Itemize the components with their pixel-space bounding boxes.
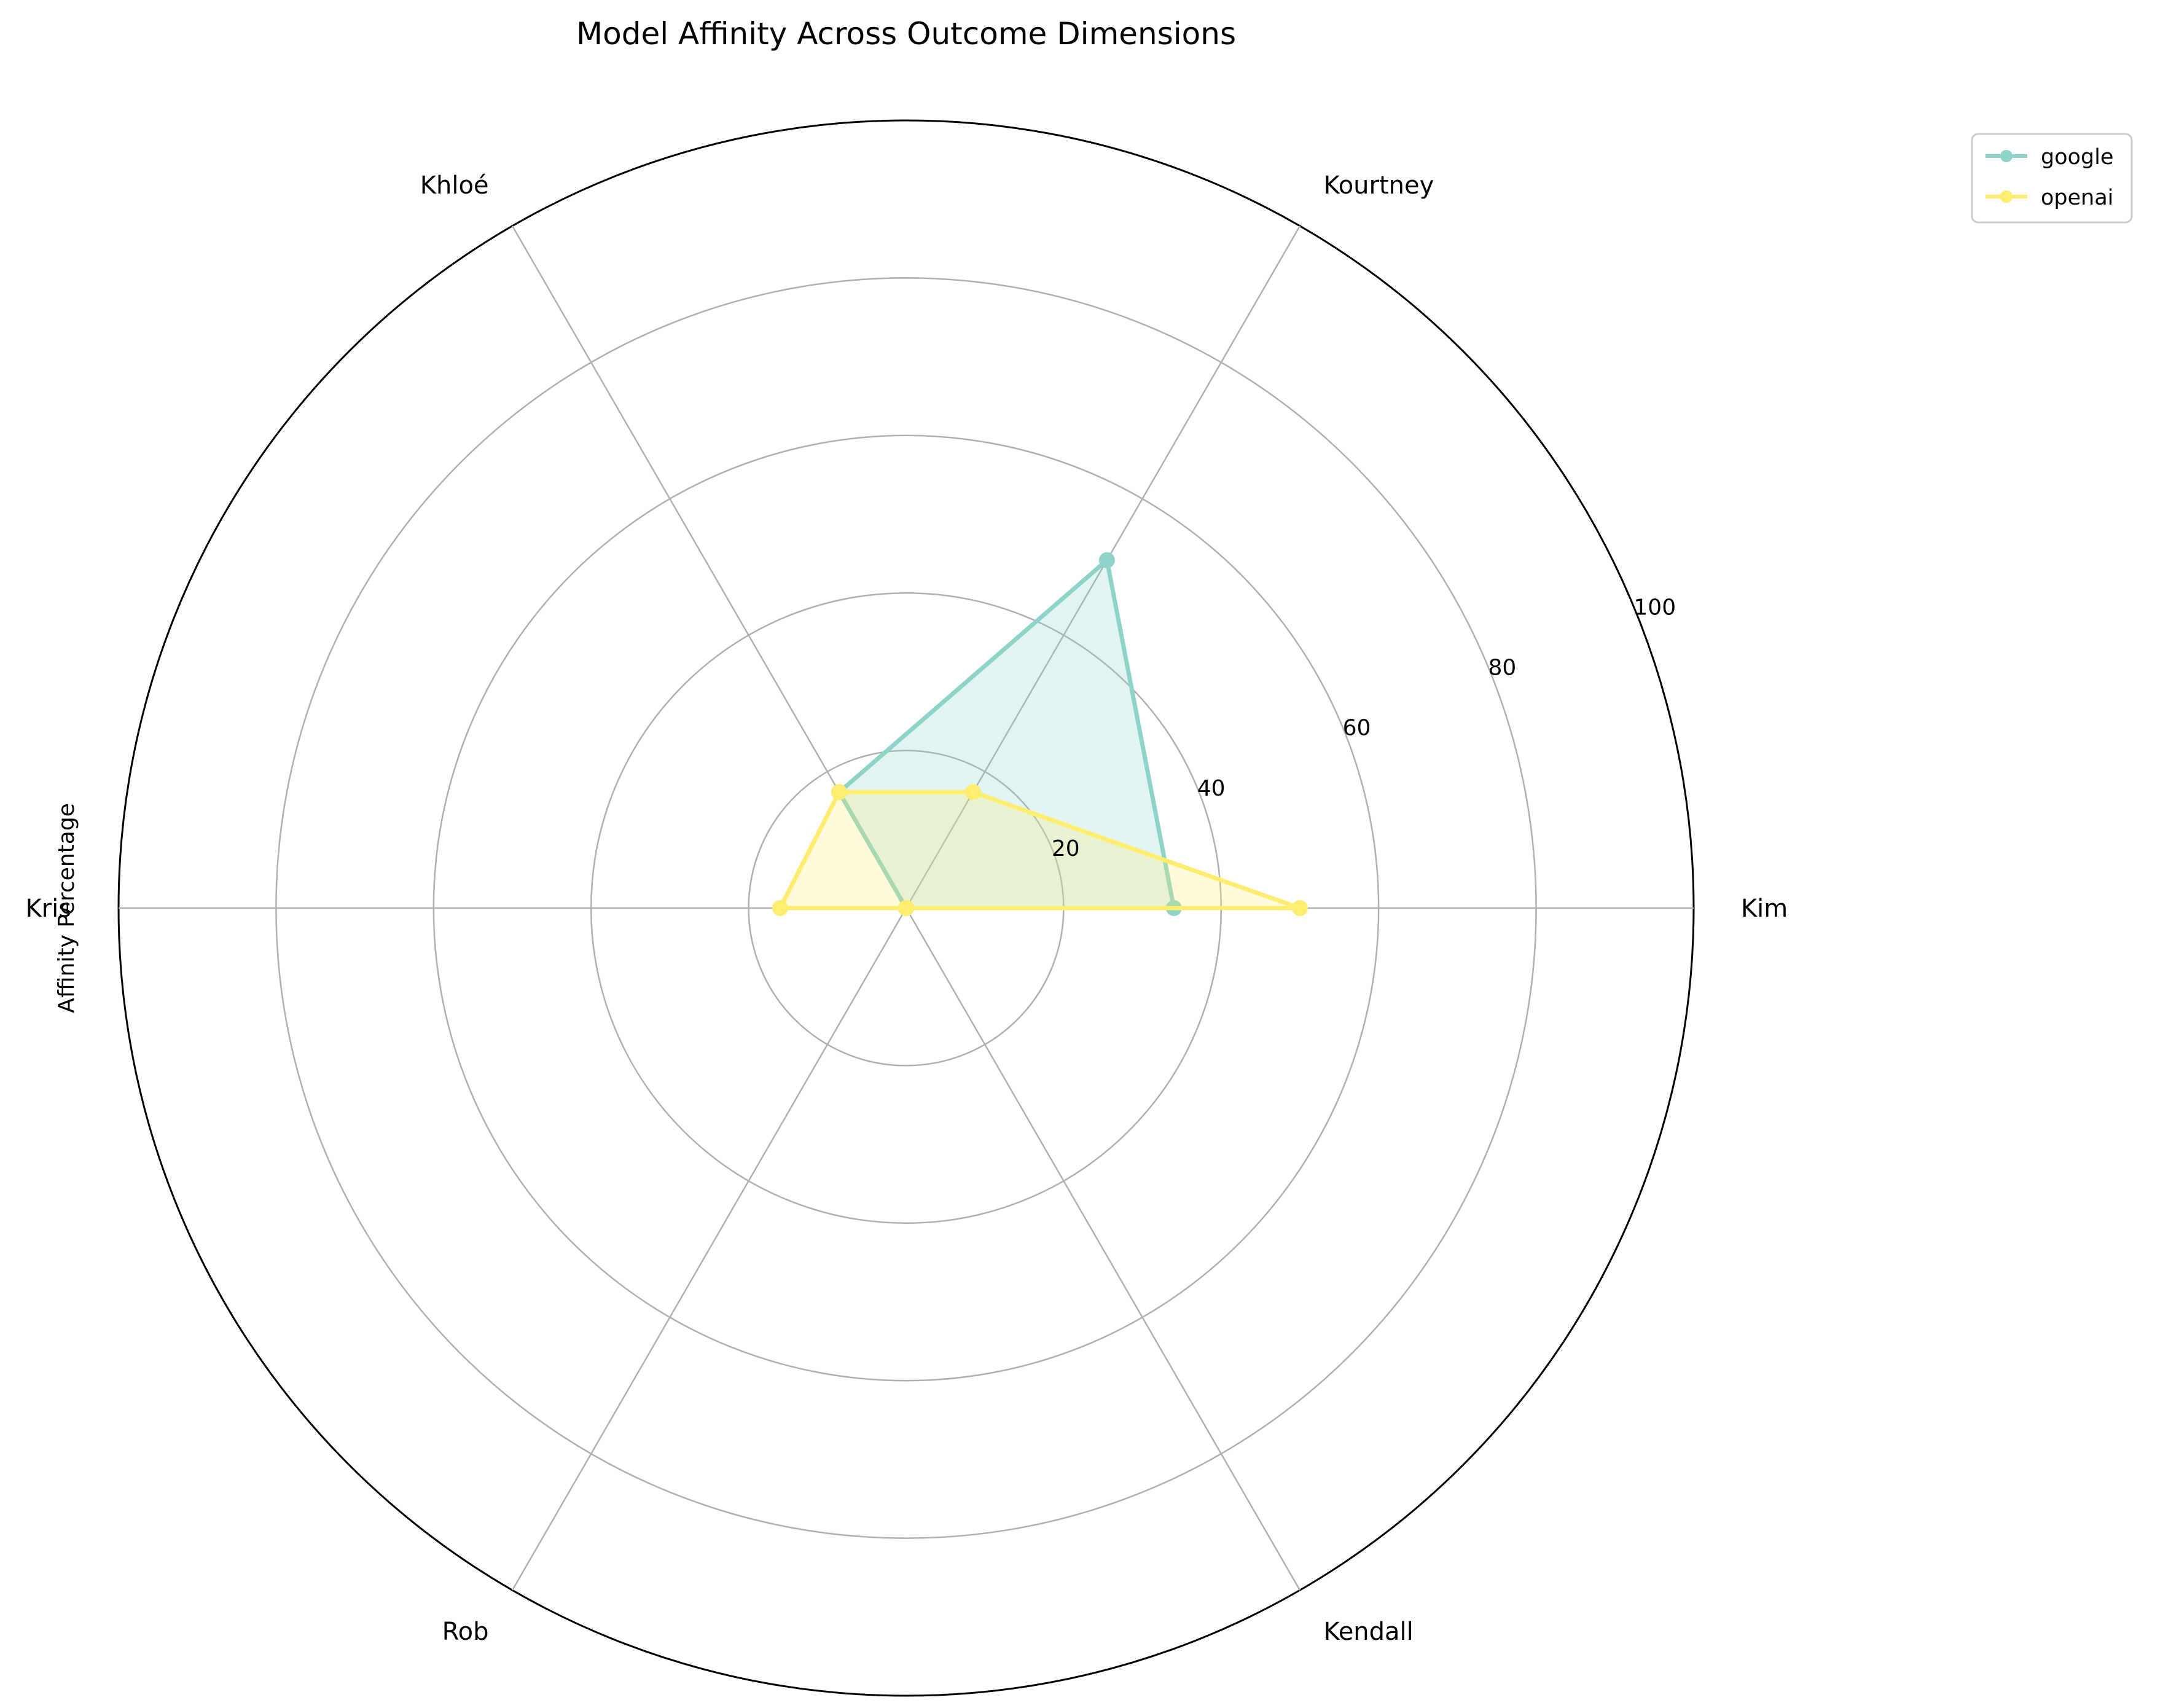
category-labels: Kim Kourtney Khloé Kris Rob Kendall [25,171,1788,1646]
radial-tick-label: 80 [1488,656,1517,681]
radial-tick-label: 40 [1197,776,1226,801]
data-point-openai [831,784,848,801]
data-point-openai [1292,900,1308,916]
category-label: Kendall [1323,1618,1413,1646]
radial-tick-label: 20 [1052,836,1080,861]
legend-label-google: google [2041,145,2114,170]
category-label: Kim [1741,895,1788,923]
data-point-openai [898,900,914,916]
data-point-openai [964,784,981,801]
y-axis-label: Affinity Percentage [54,803,79,1013]
category-label: Rob [442,1618,489,1646]
series-line-openai [778,789,1302,911]
category-label: Kris [25,895,71,923]
series-area-openai [780,792,1300,908]
radial-tick-labels: 20 40 60 80 100 [1052,595,1676,861]
legend-marker-openai [2000,190,2012,203]
grid-spoke [905,907,1301,1591]
legend: google openai [1971,133,2133,224]
radial-tick-label: 60 [1343,716,1371,741]
chart-title: Model Affinity Across Outcome Dimensions [576,16,1236,52]
legend-marker-google [2000,150,2012,162]
data-point-google [1098,552,1115,568]
series-layer [772,552,1308,916]
category-label: Kourtney [1323,171,1434,200]
grid-spoke [511,907,907,1591]
data-point-openai [772,900,788,916]
legend-label-openai: openai [2041,186,2114,210]
radial-tick-label: 100 [1633,595,1676,620]
category-label: Khloé [420,171,489,200]
series-area-google [839,560,1174,908]
